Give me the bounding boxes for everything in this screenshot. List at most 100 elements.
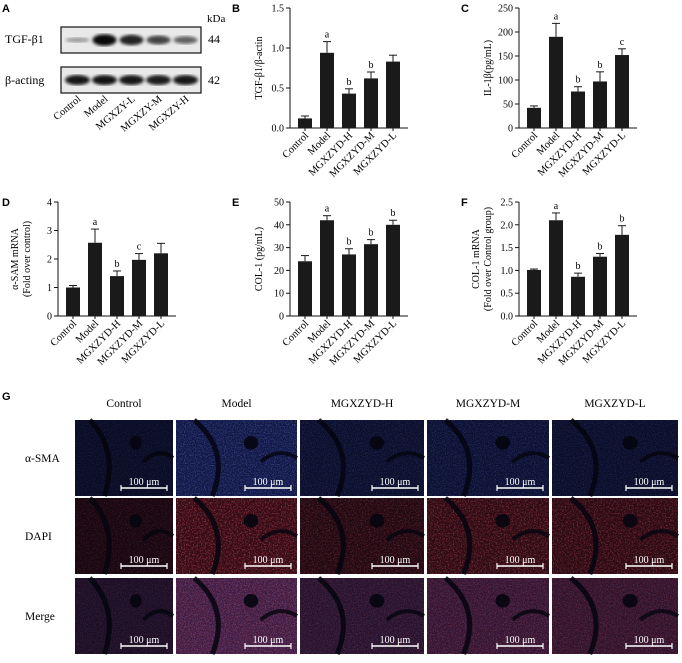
chart-asma-mrna: 0 1 2 3 4 α-SAM mRNA (Fold over control) Contro… [10,198,176,368]
bar [615,234,629,316]
y-axis-title: α-SAM mRNA [10,227,21,289]
bar [386,61,400,128]
scale-bar-label: 100 μm [634,635,665,646]
micro-image: 100 μm [176,576,299,655]
scale-bar-label: 100 μm [380,555,411,566]
y-tick-label: 10 [274,289,284,300]
significance-letter: b [576,261,581,272]
western-blot-panel: kDa TGF-β1 β-acting 44 42 ControlModelMG… [5,13,225,135]
micro-image: 100 μm [427,496,551,575]
y-tick-label: 2.0 [501,220,514,231]
blot-kda-actin: 42 [208,73,220,87]
scale-bar-label: 100 μm [253,635,284,646]
blot-band-tgf [65,37,90,43]
y-tick-label: 200 [498,28,513,39]
panel-letter-a: A [2,3,10,15]
panel-letter-d: D [2,197,10,209]
y-tick-label: 0 [508,124,513,135]
scale-bar-label: 100 μm [380,635,411,646]
significance-letter: b [620,214,625,225]
micro-column-header: MGXZYD-H [331,398,394,410]
significance-letter: a [93,217,98,228]
chart-il1b: 050100150200250IL-1β(pg/mL)ControlaModel… [483,4,637,180]
y-tick-label: 1 [47,283,52,294]
y-tick-label: 50 [274,198,284,209]
significance-letter: b [369,60,374,71]
micro-image: 100 μm [300,418,426,497]
bar [320,220,334,316]
scale-bar-label: 100 μm [129,555,160,566]
significance-letter: c [137,242,142,253]
bar [615,55,629,128]
x-tick-label: Control [510,318,541,349]
micro-image: 100 μm [176,496,299,575]
panel-letter-b: B [232,3,240,15]
scale-bar-label: 100 μm [129,635,160,646]
bar [386,224,400,316]
significance-letter: a [325,204,330,215]
blot-lane-label: Control [52,94,84,123]
scale-bar-label: 100 μm [505,635,536,646]
scale-bar-label: 100 μm [505,555,536,566]
blot-band-tgf [173,36,198,44]
bar [88,242,102,316]
micro-column-header: MGXZYD-M [456,398,521,410]
chart-col1-mrna: 0.0 0.5 1.0 1.5 2.0 2.5 COL-1 mRNA (Fold over C… [471,198,637,368]
y-tick-label: 3 [47,226,52,237]
micro-column-header: Model [221,398,251,410]
significance-letter: a [554,11,559,22]
bar [342,254,356,316]
y-axis-title: (Fold over control) [22,221,33,297]
significance-letter: a [554,201,559,212]
y-tick-label: 50 [503,100,513,111]
micro-row-label: α-SMA [25,453,60,465]
panel-letter-e: E [232,197,239,209]
bar [527,107,541,128]
y-axis-title: TGF-β1/β-actin [254,37,265,100]
significance-letter: b [347,237,352,248]
y-tick-label: 100 [498,76,513,87]
bar [527,269,541,316]
micro-image: 100 μm [176,418,299,497]
significance-letter: b [598,60,603,71]
bar [320,52,334,128]
bar [593,81,607,128]
micro-image: 100 μm [75,576,175,655]
micro-column-header: MGXZYD-L [584,398,645,410]
bar [66,287,80,316]
blot-band-actin [119,75,144,85]
scale-bar-label: 100 μm [380,477,411,488]
significance-letter: b [347,77,352,88]
y-tick-label: 30 [274,243,284,254]
y-tick-label: 150 [498,52,513,63]
micro-image: 100 μm [300,496,426,575]
scale-bar-label: 100 μm [505,477,536,488]
y-tick-label: 0.0 [272,124,285,135]
significance-letter: c [620,37,625,48]
micro-image: 100 μm [427,576,551,655]
blot-kda-label: kDa [207,13,225,25]
y-tick-label: 1.5 [501,243,514,254]
blot-band-tgf [119,34,144,46]
micro-image: 100 μm [552,576,680,655]
blot-row-label-actin: β-acting [5,73,44,87]
bar [364,78,378,128]
blot-row-label-tgf: TGF-β1 [5,32,44,46]
micro-row-label: DAPI [25,531,52,543]
blot-band-actin [92,75,117,85]
y-tick-label: 0 [279,312,284,323]
micro-column-header: Control [106,398,141,410]
y-tick-label: 250 [498,4,513,15]
panel-letter-f: F [461,197,468,209]
scale-bar-label: 100 μm [253,477,284,488]
y-tick-label: 2 [47,255,52,266]
bar [298,261,312,316]
y-tick-label: 0 [47,312,52,323]
blot-band-tgf [146,35,171,45]
micro-image: 100 μm [75,496,175,575]
micro-row-label: Merge [25,611,55,623]
bar [364,244,378,316]
micro-image: 100 μm [75,418,175,497]
significance-letter: b [391,208,396,219]
y-tick-label: 2.5 [501,198,514,209]
